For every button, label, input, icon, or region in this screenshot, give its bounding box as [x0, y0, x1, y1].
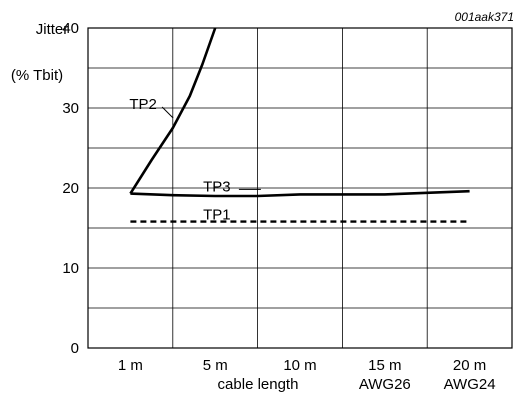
series-label-tp2: TP2 [129, 96, 157, 113]
x-tick-label: 5 m [203, 357, 228, 374]
y-tick-label: 40 [62, 20, 79, 37]
x-tick-label: 20 m [453, 357, 486, 374]
y-tick-label: 0 [71, 340, 79, 357]
series-group: TP2 TP3 TP1 [129, 27, 470, 223]
figure-reference: 001aak371 [455, 10, 514, 24]
y-axis-label-line1: Jitter [36, 21, 69, 38]
grid [88, 28, 512, 348]
y-tick-label: 10 [62, 260, 79, 277]
x-axis-label: cable length [218, 376, 299, 393]
x-sublabel: AWG26 [359, 376, 411, 393]
series-label-tp3: TP3 [203, 178, 231, 195]
y-axis-label-line2: (% Tbit) [11, 67, 63, 84]
x-tick-label: 10 m [283, 357, 316, 374]
series-line-tp2 [129, 27, 217, 195]
tp2-leader-line [161, 106, 174, 119]
series-label-tp1: TP1 [203, 206, 231, 223]
tick-labels: 0 10 20 30 40 1 m 5 m 10 m 15 m 20 m AWG26 AWG24 [62, 20, 495, 393]
y-tick-label: 20 [62, 180, 79, 197]
x-tick-label: 1 m [118, 357, 143, 374]
y-tick-label: 30 [62, 100, 79, 117]
x-sublabel: AWG24 [444, 376, 496, 393]
x-tick-label: 15 m [368, 357, 401, 374]
series-line-tp3 [130, 189, 470, 198]
plot-frame [87, 27, 513, 349]
